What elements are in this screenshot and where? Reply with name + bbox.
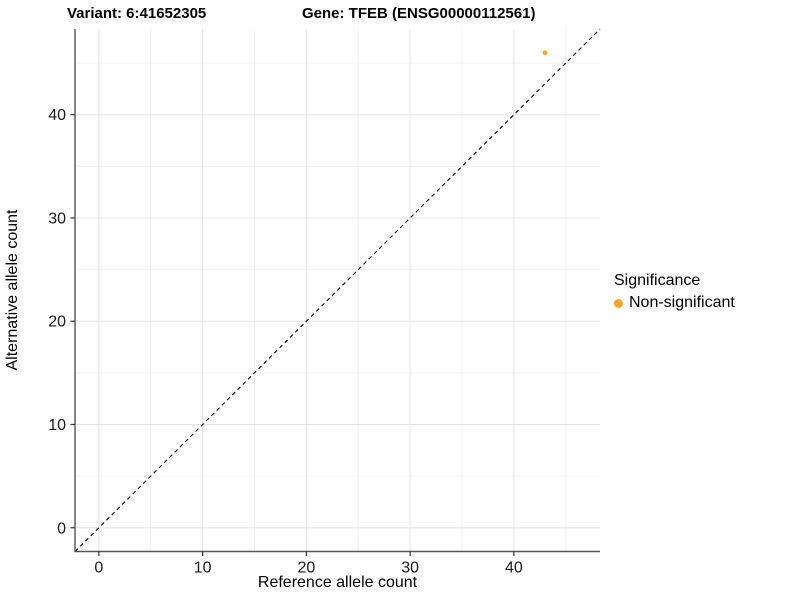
identity-reference-line [74, 28, 601, 552]
variant-title: Variant: 6:41652305 [67, 5, 207, 22]
y-axis-title: Alternative allele count [4, 210, 22, 371]
y-axis-title-text: Alternative allele count [4, 209, 21, 371]
legend-title: Significance [614, 272, 701, 289]
x-axis-title: Reference allele count [257, 574, 418, 591]
legend: Significance Non-significant [614, 272, 796, 312]
y-tick-label: 40 [48, 107, 66, 124]
gene-title: Gene: TFEB (ENSG00000112561) [302, 5, 536, 22]
y-tick-label: 20 [48, 314, 66, 331]
x-tick-label: 30 [401, 560, 419, 577]
legend-point-icon [614, 298, 623, 308]
y-tick-label: 10 [48, 417, 66, 434]
x-tick-label: 40 [505, 560, 523, 577]
x-tick-label: 0 [94, 560, 103, 577]
x-tick-label: 20 [297, 560, 315, 577]
data-point [542, 50, 548, 56]
y-tick-label: 0 [57, 520, 66, 537]
legend-item-label: Non-significant [629, 294, 735, 311]
x-tick-label: 10 [194, 560, 212, 577]
legend-item: Non-significant [614, 294, 796, 312]
y-tick-label: 30 [48, 210, 66, 227]
